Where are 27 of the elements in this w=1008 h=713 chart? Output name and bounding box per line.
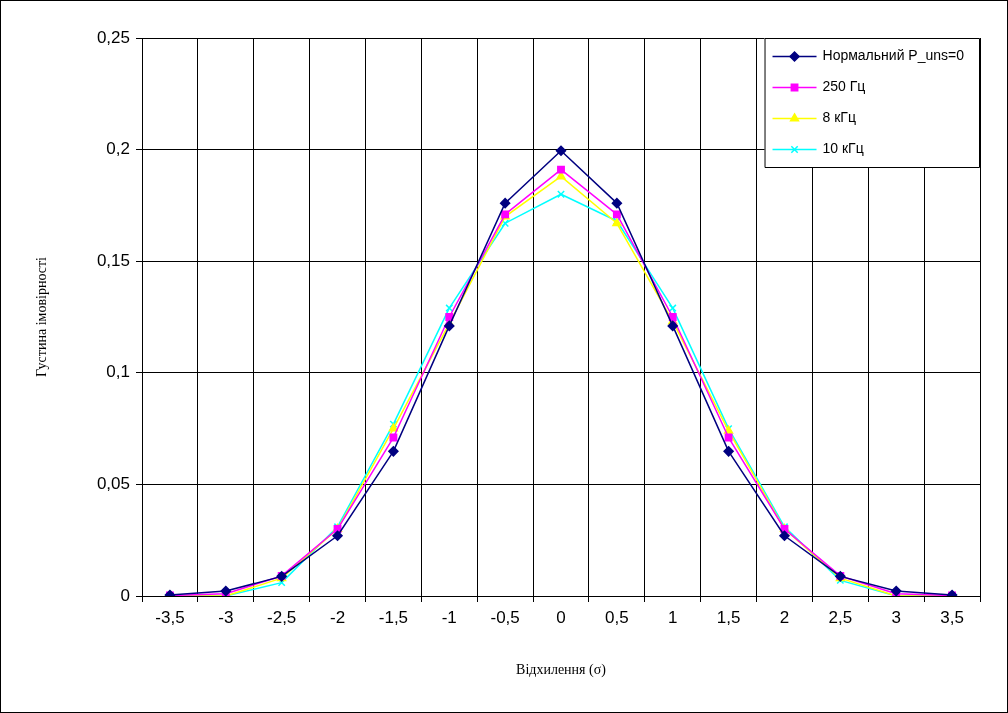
x-tick-label: -0,5	[490, 607, 520, 627]
x-tick-label: 2	[779, 607, 790, 627]
y-tick-label: 0,2	[106, 139, 130, 159]
x-tick-label: -3,5	[155, 607, 185, 627]
x-tick-label: 2,5	[828, 607, 853, 627]
x-tick-label: -2,5	[267, 607, 297, 627]
y-tick-label: 0	[120, 585, 130, 605]
x-tick-label: 3,5	[940, 607, 964, 627]
x-tick-label: -2	[329, 607, 346, 627]
y-tick-label: 0,05	[96, 474, 130, 494]
legend-label: 250 Гц	[822, 78, 866, 95]
x-tick-label: -3	[218, 607, 234, 627]
x-axis-title: Відхилення (σ)	[516, 662, 607, 679]
x-tick-label: 1,5	[716, 607, 741, 627]
x-tick-label: 0,5	[605, 607, 629, 627]
x-tick-label: 3	[891, 607, 901, 627]
legend-label: 8 кГц	[822, 109, 856, 126]
legend-label: 10 кГц	[822, 140, 864, 157]
y-tick-label: 0,25	[96, 27, 130, 47]
y-tick-label: 0,15	[96, 250, 130, 270]
x-tick-label: -1,5	[378, 607, 409, 627]
x-tick-label: 1	[668, 607, 678, 627]
y-axis-title: Густина імовірності	[34, 256, 50, 377]
y-tick-label: 0,1	[106, 362, 130, 382]
x-tick-label: 0	[556, 607, 566, 627]
x-tick-label: -1	[441, 607, 457, 627]
legend-label: Нормальний P_uns=0	[822, 47, 965, 64]
